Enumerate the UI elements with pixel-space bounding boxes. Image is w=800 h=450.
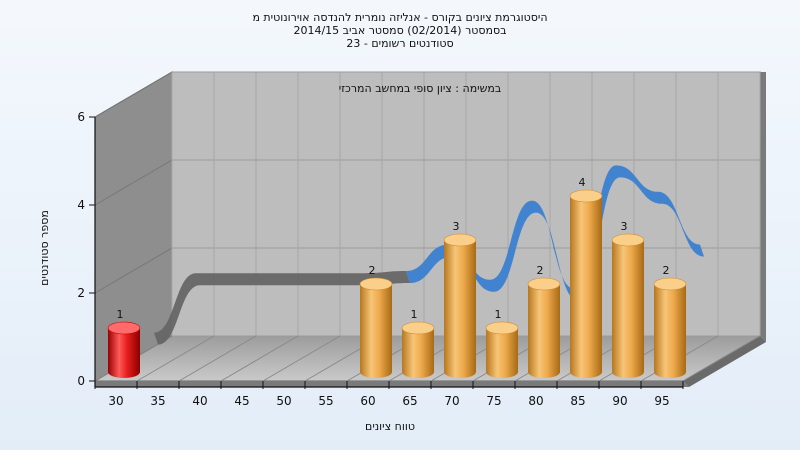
- bar-value-label: 2: [537, 264, 544, 277]
- axes: 0 2 4 6 30 35 40 45 50 55 60 65 70 75 80 85 90 95: [77, 110, 684, 408]
- bar-top: [653, 277, 687, 291]
- gridline-left: [94, 71, 173, 118]
- x-tick-label: 55: [318, 394, 333, 408]
- gridline-left: [94, 159, 173, 206]
- bar-value-label: 1: [495, 308, 502, 321]
- bar-top: [611, 233, 645, 247]
- x-tick-label: 90: [612, 394, 627, 408]
- bar-value-label: 2: [369, 264, 376, 277]
- x-tick-label: 50: [276, 394, 291, 408]
- chart-title-line-2: בסמסטר (02/2014) סמסטר אביב 2014/15: [293, 24, 507, 37]
- x-tick-label: 80: [528, 394, 543, 408]
- bar: [570, 196, 602, 378]
- y-tick-label: 4: [77, 198, 85, 212]
- trend-ribbon-flat: [154, 271, 410, 345]
- y-tick-label: 2: [77, 286, 85, 300]
- y-axis-label: מספר סטודנטים: [38, 210, 51, 286]
- corner-edge: [683, 336, 766, 387]
- chart-title-line-3: סטודנטים רשומים - 23: [346, 37, 454, 50]
- bar: [528, 284, 560, 378]
- gridline-floor: [262, 335, 341, 382]
- bar: [108, 328, 140, 378]
- x-tick-label: 75: [486, 394, 501, 408]
- y-tick-label: 0: [77, 374, 85, 388]
- bar-value-label: 2: [663, 264, 670, 277]
- bar-top: [527, 277, 561, 291]
- bar-top: [107, 321, 141, 335]
- bar-top: [401, 321, 435, 335]
- bar: [444, 240, 476, 378]
- x-tick-label: 40: [192, 394, 207, 408]
- front-edge: [95, 381, 689, 387]
- chart-subtitle: במשימה : ציון סופי במחשב המרכזי: [339, 82, 502, 95]
- bar: [402, 328, 434, 378]
- bar: [486, 328, 518, 378]
- bar-value-label: 1: [117, 308, 124, 321]
- gridline-left: [94, 247, 173, 294]
- bar-value-label: 1: [411, 308, 418, 321]
- x-axis-label: טווח ציונים: [365, 420, 415, 433]
- bar-top: [569, 189, 603, 203]
- chart-title-line-1: היסטוגרמת ציונים בקורס - אנליזה נומרית ל…: [252, 11, 548, 24]
- bar-top: [443, 233, 477, 247]
- bar: [612, 240, 644, 378]
- x-tick-label: 70: [444, 394, 459, 408]
- x-tick-label: 45: [234, 394, 249, 408]
- x-tick-label: 85: [570, 394, 585, 408]
- x-tick-label: 35: [150, 394, 165, 408]
- bar-value-label: 3: [621, 220, 628, 233]
- y-tick-label: 6: [77, 110, 85, 124]
- bars: [107, 189, 687, 378]
- bar-value-label: 4: [579, 176, 586, 189]
- gridline-floor: [682, 335, 761, 382]
- bar: [654, 284, 686, 378]
- bar-top: [485, 321, 519, 335]
- gridline-floor: [178, 335, 257, 382]
- bar: [360, 284, 392, 378]
- gridline-floor: [220, 335, 299, 382]
- x-tick-label: 65: [402, 394, 417, 408]
- right-edge: [760, 72, 766, 342]
- x-tick-label: 95: [654, 394, 669, 408]
- x-tick-label: 60: [360, 394, 375, 408]
- x-tick-label: 30: [108, 394, 123, 408]
- gridline-floor: [136, 335, 215, 382]
- data-labels: 1 2 1 3 1 2 4 3 2: [117, 176, 670, 321]
- trend-ribbon: [154, 165, 704, 345]
- bar-value-label: 3: [453, 220, 460, 233]
- bar-top: [359, 277, 393, 291]
